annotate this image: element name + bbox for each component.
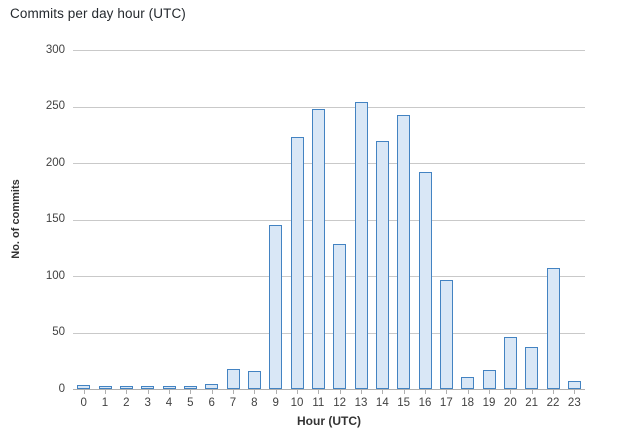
x-tick-16 xyxy=(425,390,426,394)
x-tick-5 xyxy=(190,390,192,394)
bar-hour-3[interactable] xyxy=(141,385,155,389)
gridline-250 xyxy=(73,106,585,108)
x-tick-label-3: 3 xyxy=(144,397,151,409)
x-tick-label-0: 0 xyxy=(80,397,87,409)
x-tick-label-17: 17 xyxy=(439,397,453,409)
x-tick-label-21: 21 xyxy=(525,397,539,409)
y-tick-label-300: 300 xyxy=(45,43,65,56)
x-tick-label-6: 6 xyxy=(208,397,215,409)
bar-hour-4[interactable] xyxy=(162,385,176,389)
x-tick-9 xyxy=(275,390,277,394)
x-tick-label-22: 22 xyxy=(546,397,560,409)
gridline-150 xyxy=(73,219,585,221)
x-tick-19 xyxy=(489,390,490,394)
x-tick-label-14: 14 xyxy=(375,397,389,409)
bar-hour-12[interactable] xyxy=(333,243,347,389)
y-tick-label-250: 250 xyxy=(45,100,65,112)
y-tick-label-50: 50 xyxy=(52,326,65,338)
x-tick-label-10: 10 xyxy=(290,397,304,409)
bar-hour-11[interactable] xyxy=(311,109,325,389)
x-tick-label-1: 1 xyxy=(101,397,109,409)
bar-hour-10[interactable] xyxy=(290,137,304,389)
gridline-0 xyxy=(73,389,585,390)
x-tick-1 xyxy=(105,390,106,394)
x-tick-label-23: 23 xyxy=(567,397,581,409)
x-tick-label-5: 5 xyxy=(187,397,194,409)
x-tick-label-7: 7 xyxy=(229,397,237,409)
chart-title: Commits per day hour (UTC) xyxy=(10,6,186,21)
x-axis-title: Hour (UTC) xyxy=(297,414,361,428)
bar-hour-5[interactable] xyxy=(183,385,197,389)
x-tick-label-9: 9 xyxy=(272,397,279,409)
bar-hour-18[interactable] xyxy=(461,376,475,389)
y-tick-label-200: 200 xyxy=(45,156,65,169)
bar-hour-13[interactable] xyxy=(354,102,368,389)
x-tick-4 xyxy=(169,390,170,394)
bar-hour-8[interactable] xyxy=(247,371,261,389)
x-tick-label-20: 20 xyxy=(503,397,517,409)
x-tick-label-4: 4 xyxy=(165,397,173,409)
gridline-100 xyxy=(73,276,585,277)
x-tick-17 xyxy=(446,390,448,394)
x-tick-20 xyxy=(510,390,512,394)
gridline-50 xyxy=(73,332,585,334)
x-tick-7 xyxy=(233,390,234,394)
bar-hour-9[interactable] xyxy=(269,225,283,389)
x-tick-label-11: 11 xyxy=(312,397,325,409)
y-tick-label-150: 150 xyxy=(45,213,65,225)
x-tick-label-18: 18 xyxy=(461,397,475,409)
bar-hour-7[interactable] xyxy=(226,368,240,389)
gridline-200 xyxy=(73,163,585,164)
bar-hour-14[interactable] xyxy=(375,140,389,389)
y-tick-label-0: 0 xyxy=(58,382,65,395)
x-tick-label-8: 8 xyxy=(251,397,258,409)
bar-hour-19[interactable] xyxy=(482,370,496,389)
bar-hour-20[interactable] xyxy=(503,337,517,389)
bar-hour-6[interactable] xyxy=(205,383,219,389)
bar-hour-0[interactable] xyxy=(77,384,91,389)
x-tick-10 xyxy=(297,390,298,394)
x-tick-6 xyxy=(211,390,213,394)
plot-area: 0 50 100 150 200 250 300 0 1 2 3 4 5 6 7 8 9 10 11 12 13 14 15… xyxy=(46,44,585,409)
bar-hour-1[interactable] xyxy=(98,385,112,389)
bar-hour-17[interactable] xyxy=(439,279,453,389)
x-tick-13 xyxy=(361,390,362,394)
x-tick-label-12: 12 xyxy=(333,397,347,409)
gridline-300 xyxy=(73,50,585,51)
x-tick-12 xyxy=(339,390,341,394)
x-tick-11 xyxy=(318,390,320,394)
x-tick-label-16: 16 xyxy=(418,397,432,409)
x-tick-23 xyxy=(574,390,576,394)
bar-hour-22[interactable] xyxy=(546,268,560,389)
x-tick-22 xyxy=(553,390,554,394)
bar-hour-2[interactable] xyxy=(119,385,133,389)
x-tick-14 xyxy=(382,390,384,394)
x-tick-label-15: 15 xyxy=(397,397,411,409)
x-tick-label-13: 13 xyxy=(354,397,368,409)
bar-hour-23[interactable] xyxy=(567,381,581,389)
x-tick-3 xyxy=(147,390,149,394)
x-tick-21 xyxy=(531,390,533,394)
bar-hour-21[interactable] xyxy=(525,347,539,389)
x-tick-8 xyxy=(254,390,256,394)
x-tick-2 xyxy=(126,390,128,394)
x-tick-label-19: 19 xyxy=(482,397,496,409)
y-tick-label-100: 100 xyxy=(45,269,65,282)
x-tick-18 xyxy=(467,390,469,394)
bar-hour-16[interactable] xyxy=(418,172,432,389)
x-tick-0 xyxy=(83,390,85,394)
x-tick-label-2: 2 xyxy=(123,397,130,409)
x-tick-15 xyxy=(403,390,405,394)
bar-hour-15[interactable] xyxy=(397,114,411,389)
